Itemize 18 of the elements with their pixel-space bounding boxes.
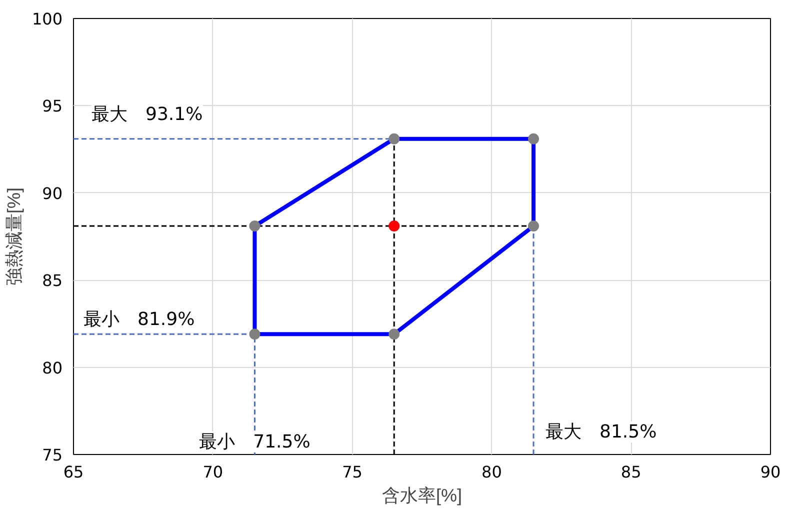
x-tick-label: 75 [342,462,362,482]
y-tick-label: 90 [42,184,62,203]
x-axis-title: 含水率[%] [382,486,462,506]
y-tick-label: 95 [42,96,62,116]
x-tick-label: 85 [620,462,642,482]
annotation: 最大 93.1% [92,104,203,125]
x-tick-label: 70 [202,462,224,482]
x-tick-label: 65 [63,462,84,482]
annotation: 最大 81.5% [546,422,657,442]
y-tick-label: 85 [42,271,62,290]
x-tick-label: 80 [482,462,502,482]
x-tick-label: 90 [760,462,781,482]
y-tick-label: 80 [42,358,62,378]
y-tick-label: 75 [42,446,62,464]
annotation: 最小 71.5% [199,432,310,452]
y-tick-label: 100 [32,10,63,28]
y-axis-title: 強熱減量[%] [4,187,24,286]
annotation: 最小 81.9% [84,309,195,330]
